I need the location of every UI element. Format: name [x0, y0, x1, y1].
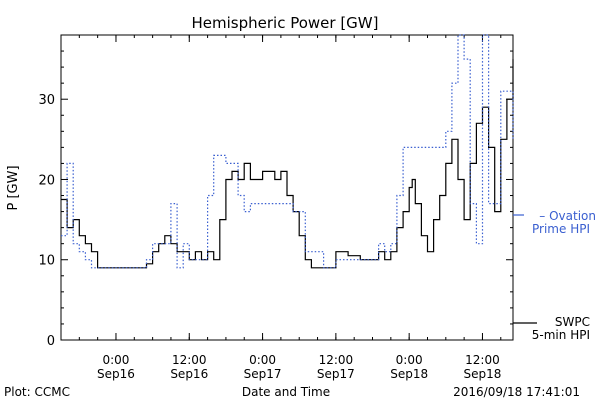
y-tick-label: 30 [38, 93, 55, 108]
x-tick-date: Sep16 [170, 367, 208, 381]
chart-title: Hemispheric Power [GW] [192, 14, 379, 32]
x-tick-label: 0:00 [396, 353, 423, 367]
series-line-ovation-prime-hpi [61, 35, 513, 268]
x-tick-label: 0:00 [249, 353, 276, 367]
x-tick-label: 12:00 [465, 353, 500, 367]
x-tick-date: Sep17 [317, 367, 355, 381]
y-tick-label: 20 [38, 173, 55, 188]
legend-label-ovation-2: Prime HPI [532, 222, 590, 236]
series-line-swpc-hpi [61, 59, 513, 268]
plot-credit: Plot: CCMC [4, 385, 70, 399]
legend-label-swpc-2: 5-min HPI [532, 328, 590, 342]
x-tick-date: Sep18 [390, 367, 428, 381]
x-axis-label: Date and Time [242, 385, 330, 399]
x-tick-date: Sep17 [244, 367, 282, 381]
legend-label-swpc: SWPC [555, 315, 590, 329]
plot-area: 01020300:00Sep1612:00Sep160:00Sep1712:00… [38, 35, 596, 381]
y-tick-label: 10 [38, 254, 55, 269]
legend-label-ovation: – Ovation [539, 209, 596, 223]
y-axis-label: P [GW] [6, 165, 21, 210]
timestamp: 2016/09/18 17:41:01 [453, 385, 580, 399]
y-tick-label: 0 [47, 334, 55, 349]
x-tick-label: 12:00 [172, 353, 207, 367]
x-tick-label: 12:00 [319, 353, 354, 367]
x-tick-label: 0:00 [102, 353, 129, 367]
x-tick-date: Sep18 [464, 367, 502, 381]
x-tick-date: Sep16 [97, 367, 135, 381]
